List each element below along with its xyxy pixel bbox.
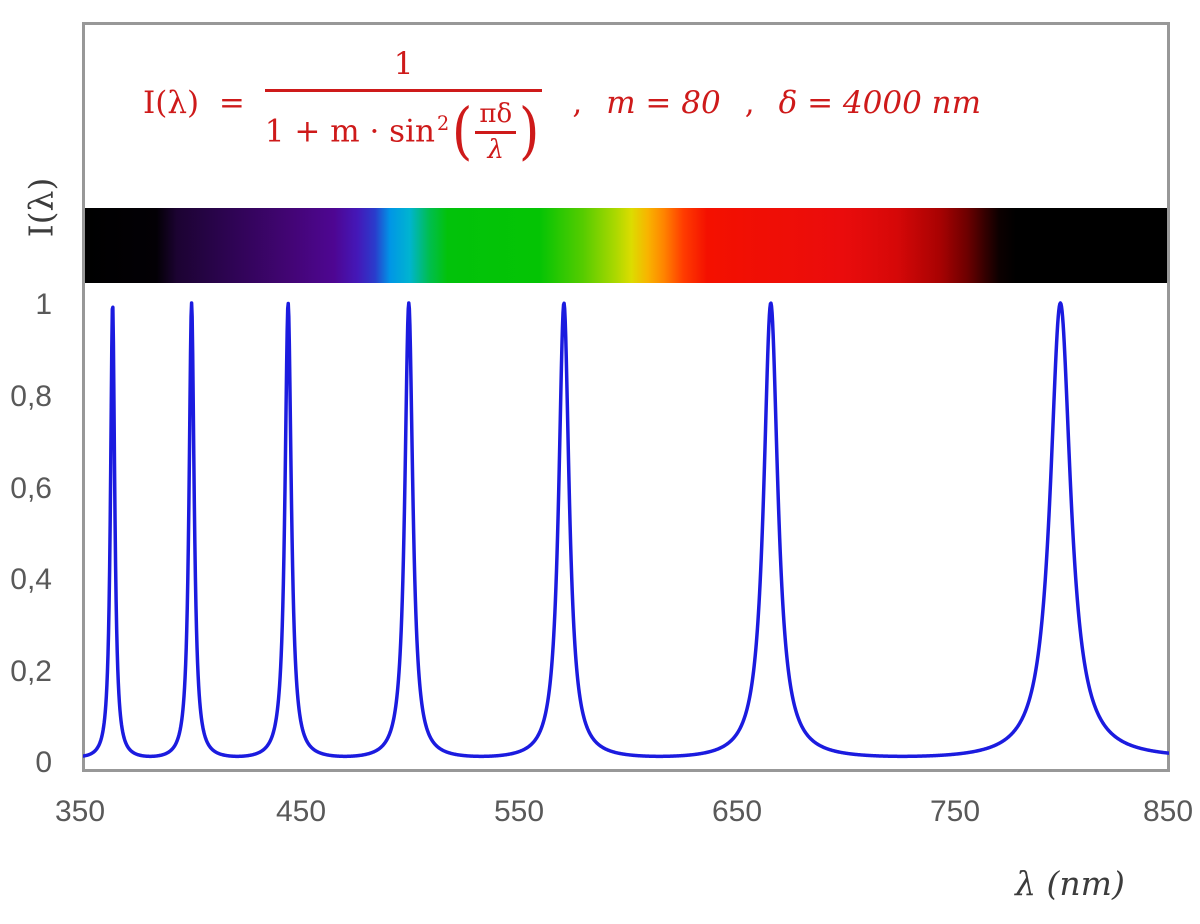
x-tick-750: 750	[929, 795, 981, 828]
x-tick-650: 650	[711, 795, 763, 828]
y-tick-0-2: 0,2	[10, 655, 52, 688]
y-tick-0: 0	[35, 746, 52, 779]
inner-fraction: πδ λ	[475, 99, 517, 165]
comma-1: ,	[572, 84, 583, 121]
x-tick-550: 550	[493, 795, 545, 828]
formula-fraction: 1 1 + m · sin 2 ( πδ λ )	[264, 43, 543, 163]
x-axis-title: λ (nm)	[1015, 864, 1125, 903]
plot-area: I(λ) = 1 1 + m · sin 2 ( πδ λ ) , m = 80 …	[82, 22, 1170, 772]
y-tick-0-8: 0,8	[10, 380, 52, 413]
denominator-text: 1 + m · sin 2	[264, 112, 450, 150]
close-paren: )	[518, 94, 540, 167]
comma-2: ,	[744, 84, 755, 121]
fraction-bar	[264, 89, 543, 93]
curve-path	[83, 301, 1169, 759]
y-axis-title: I(λ)	[21, 177, 61, 238]
x-tick-850: 850	[1142, 795, 1194, 828]
y-tick-1: 1	[35, 288, 52, 321]
visible-spectrum-bar	[85, 208, 1167, 283]
inner-fraction-bar	[475, 131, 517, 134]
x-tick-350: 350	[54, 795, 106, 828]
x-tick-450: 450	[275, 795, 327, 828]
y-tick-0-4: 0,4	[10, 563, 52, 596]
param-m: m = 80	[606, 84, 721, 121]
open-paren: (	[451, 94, 473, 167]
formula-lhs: I(λ) =	[143, 84, 245, 121]
param-delta: δ = 4000 nm	[778, 84, 982, 121]
inner-denominator: λ	[487, 134, 504, 165]
formula: I(λ) = 1 1 + m · sin 2 ( πδ λ ) , m = 80 …	[143, 33, 981, 173]
y-tick-0-6: 0,6	[10, 472, 52, 505]
intensity-curve	[83, 301, 1169, 759]
fraction-denominator: 1 + m · sin 2 ( πδ λ )	[265, 92, 543, 163]
fraction-numerator: 1	[393, 46, 414, 83]
inner-numerator: πδ	[479, 99, 513, 130]
